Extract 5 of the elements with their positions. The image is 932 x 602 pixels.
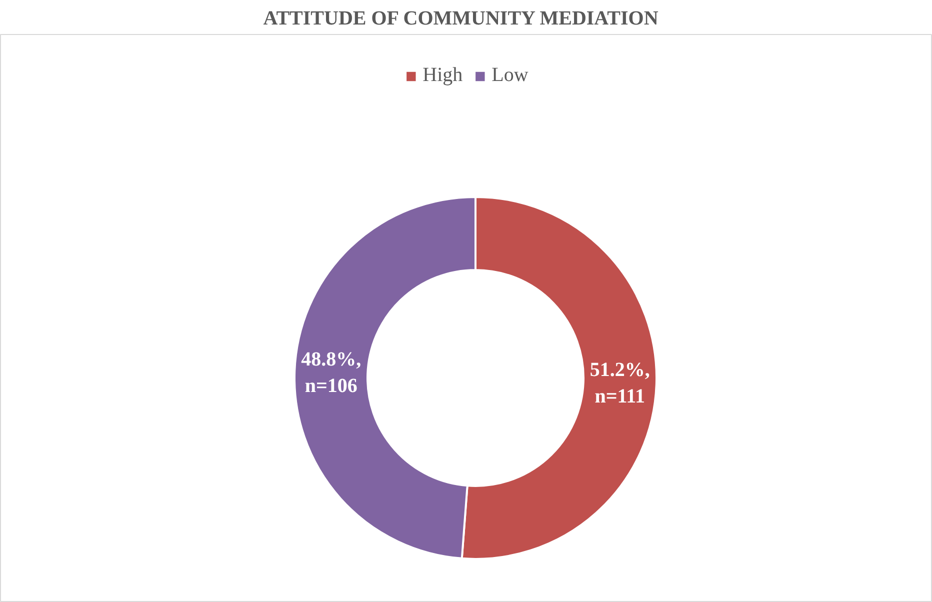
data-label: 48.8%, n=106 bbox=[301, 348, 362, 398]
legend-label: High bbox=[422, 64, 463, 87]
chart-title: ATTITUDE OF COMMUNITY MEDIATION bbox=[263, 8, 659, 30]
legend-label: Low bbox=[492, 64, 528, 87]
data-label: 51.2%, n=111 bbox=[590, 358, 650, 408]
